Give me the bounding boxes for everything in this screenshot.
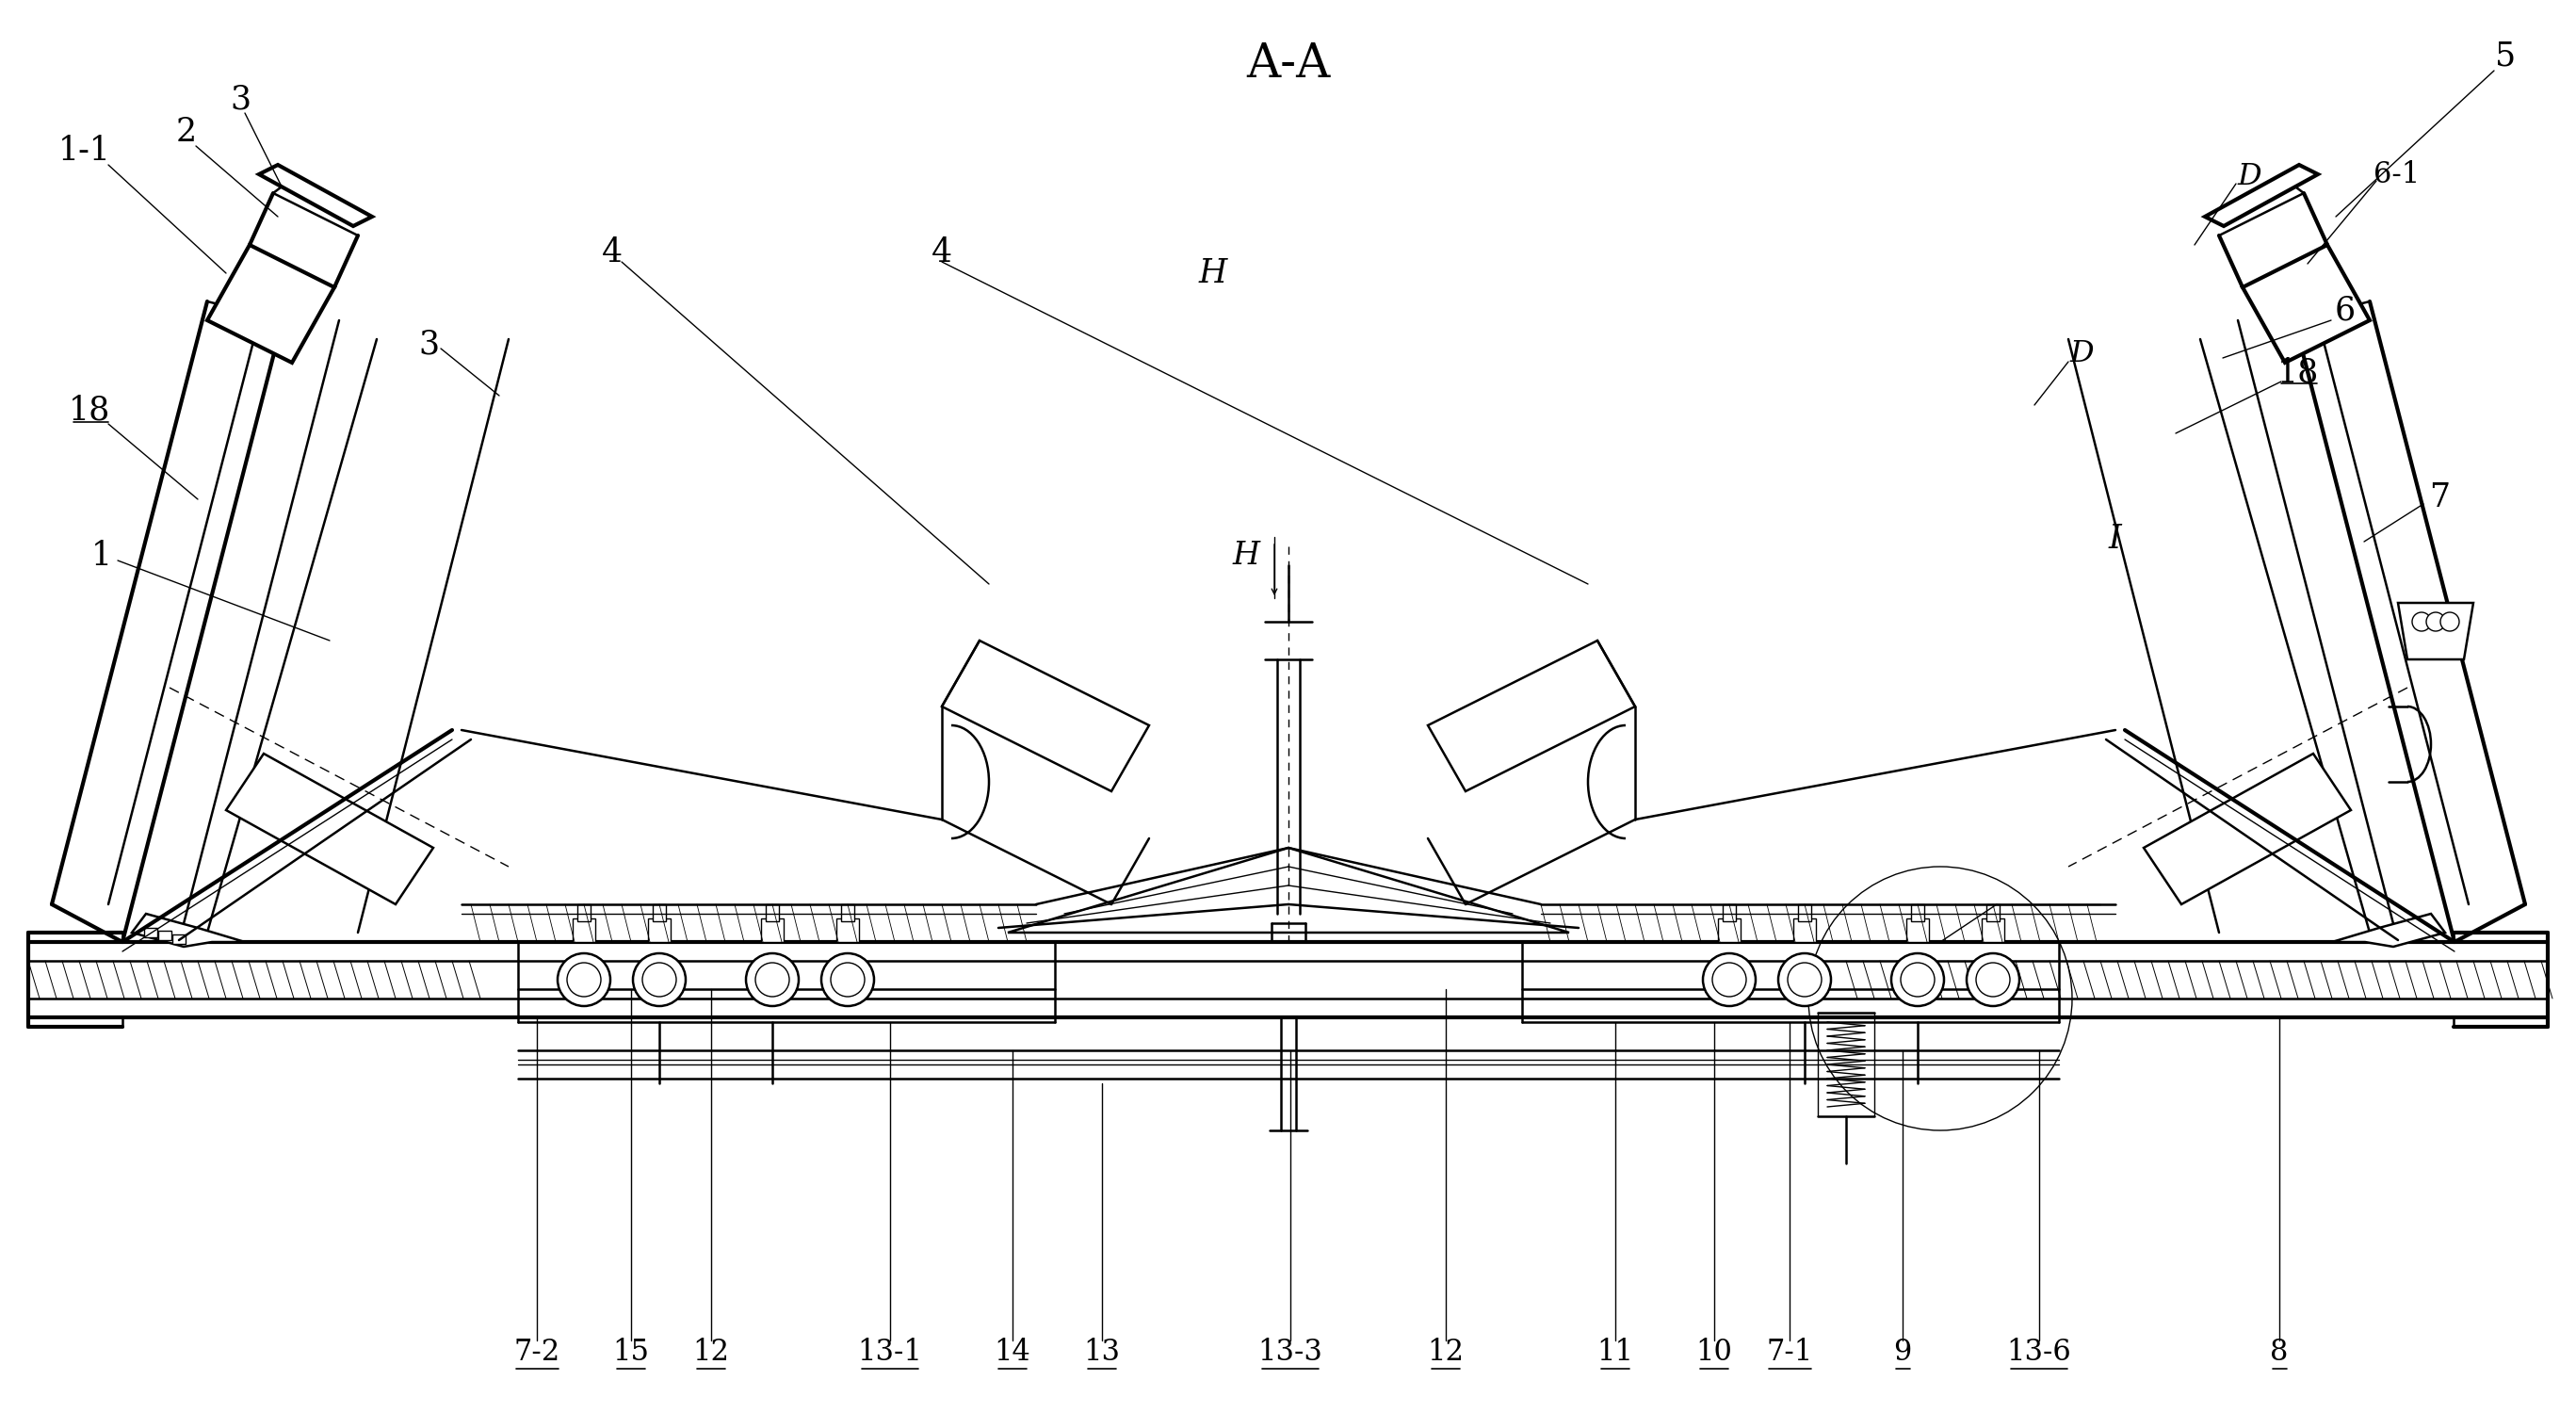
Bar	[837, 918, 858, 942]
Text: 12: 12	[693, 1337, 729, 1366]
Text: 4: 4	[603, 236, 623, 268]
Circle shape	[634, 954, 685, 1006]
Circle shape	[2439, 612, 2460, 632]
Circle shape	[567, 962, 600, 996]
Bar	[1906, 918, 1929, 942]
Text: 7-1: 7-1	[1767, 1337, 1814, 1366]
Bar	[1986, 904, 1999, 921]
Polygon shape	[260, 165, 371, 226]
Circle shape	[641, 962, 677, 996]
Bar	[842, 904, 855, 921]
Text: H: H	[1231, 541, 1260, 571]
Circle shape	[1788, 962, 1821, 996]
Text: 13-1: 13-1	[858, 1337, 922, 1366]
Polygon shape	[2143, 753, 2352, 904]
Text: I: I	[2107, 523, 2120, 555]
Text: 7-2: 7-2	[513, 1337, 559, 1366]
Circle shape	[2427, 612, 2445, 632]
Text: 13: 13	[1084, 1337, 1121, 1366]
Text: 12: 12	[1427, 1337, 1463, 1366]
Text: D: D	[2236, 162, 2262, 192]
Text: H: H	[1198, 257, 1226, 290]
Bar	[1718, 918, 1741, 942]
Circle shape	[556, 954, 611, 1006]
Bar	[1798, 904, 1811, 921]
Text: 9: 9	[1893, 1337, 1911, 1366]
Text: 11: 11	[1597, 1337, 1633, 1366]
Bar	[760, 918, 783, 942]
Circle shape	[829, 962, 866, 996]
Bar	[1723, 904, 1736, 921]
Circle shape	[1901, 962, 1935, 996]
Polygon shape	[131, 914, 245, 947]
Text: 18: 18	[70, 394, 111, 425]
Text: 3: 3	[229, 83, 250, 114]
Polygon shape	[2398, 603, 2473, 660]
Bar	[649, 918, 670, 942]
Bar	[1911, 904, 1924, 921]
Text: 14: 14	[994, 1337, 1030, 1366]
Polygon shape	[2205, 165, 2318, 226]
Bar	[144, 928, 157, 937]
Text: 5: 5	[2496, 41, 2517, 72]
Polygon shape	[206, 244, 335, 363]
Text: 3: 3	[417, 328, 438, 360]
Bar	[173, 934, 185, 944]
Polygon shape	[227, 753, 433, 904]
Bar	[157, 931, 173, 940]
Bar	[652, 904, 667, 921]
Circle shape	[747, 954, 799, 1006]
Text: 10: 10	[1695, 1337, 1734, 1366]
Bar	[765, 904, 778, 921]
Bar	[572, 918, 595, 942]
Text: 18: 18	[2277, 356, 2318, 389]
Circle shape	[2411, 612, 2432, 632]
Text: A-A: A-A	[1247, 41, 1329, 88]
Circle shape	[1891, 954, 1945, 1006]
Text: 4: 4	[933, 236, 953, 268]
Circle shape	[1703, 954, 1757, 1006]
Bar	[1793, 918, 1816, 942]
Text: 15: 15	[613, 1337, 649, 1366]
Text: 8: 8	[2269, 1337, 2287, 1366]
Bar	[577, 904, 590, 921]
Circle shape	[1976, 962, 2009, 996]
Polygon shape	[1427, 640, 1636, 791]
Text: D: D	[2069, 339, 2094, 369]
Text: 2: 2	[175, 116, 196, 148]
Circle shape	[822, 954, 873, 1006]
Text: 13-3: 13-3	[1257, 1337, 1324, 1366]
Text: 7: 7	[2429, 482, 2450, 513]
Circle shape	[1713, 962, 1747, 996]
Text: 6-1: 6-1	[2375, 160, 2421, 189]
Text: 1: 1	[90, 540, 113, 572]
Circle shape	[755, 962, 788, 996]
Text: 1-1: 1-1	[59, 134, 111, 167]
Circle shape	[1965, 954, 2020, 1006]
Bar	[1981, 918, 2004, 942]
Text: 13-6: 13-6	[2007, 1337, 2071, 1366]
Polygon shape	[943, 640, 1149, 791]
Polygon shape	[2331, 914, 2445, 947]
Circle shape	[1777, 954, 1832, 1006]
Polygon shape	[2244, 244, 2370, 363]
Text: 6: 6	[2334, 295, 2354, 326]
